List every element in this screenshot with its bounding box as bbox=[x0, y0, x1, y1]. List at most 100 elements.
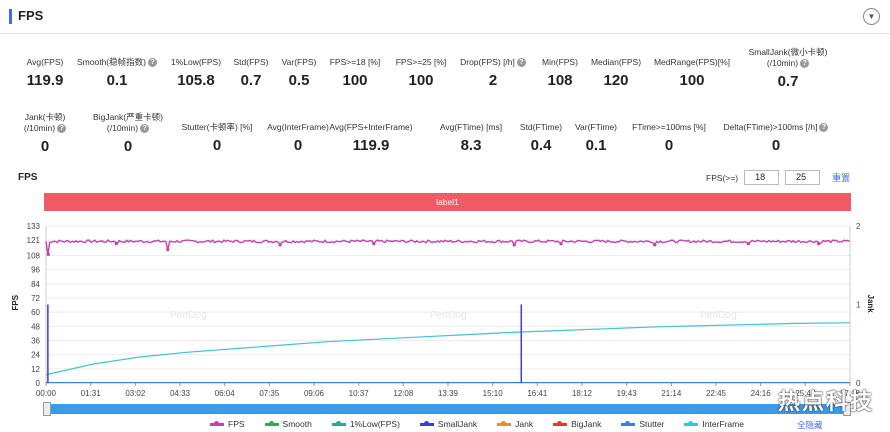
y2-tick-label: 1 bbox=[856, 301, 861, 310]
metric-value: 100 bbox=[408, 72, 434, 89]
header-accent-bar bbox=[9, 9, 12, 24]
legend-label: Jank bbox=[515, 419, 534, 429]
metric: MedRange(FPS)[%] 100 bbox=[632, 57, 752, 89]
fps-dip-point bbox=[653, 243, 657, 247]
fps-dip-point bbox=[166, 248, 170, 252]
metric-label: SmallJank(微小卡顿) bbox=[748, 47, 828, 57]
x-tick-label: 07:35 bbox=[259, 389, 280, 398]
label-bar[interactable]: label1 bbox=[44, 193, 851, 211]
metric: Drop(FPS) [/h]? 2 bbox=[433, 57, 553, 89]
metric: FTime>=100ms [%] 0 bbox=[609, 122, 729, 154]
hide-all-button[interactable]: 全隐藏 bbox=[797, 420, 823, 430]
metric-label: Delta(FTime)>100ms [/h]? bbox=[716, 122, 836, 133]
legend-label: 1%Low(FPS) bbox=[349, 419, 400, 429]
legend-swatch-icon bbox=[553, 420, 568, 426]
help-icon[interactable]: ? bbox=[800, 59, 810, 69]
legend-label: Stutter bbox=[639, 419, 665, 429]
legend-swatch-icon bbox=[621, 420, 636, 426]
fps-threshold-input-2[interactable]: 25 bbox=[785, 170, 821, 185]
metric-label: Std(FTime) bbox=[519, 122, 563, 132]
legend-item[interactable]: SmallJank bbox=[419, 419, 477, 429]
legend-item[interactable]: InterFrame bbox=[684, 419, 744, 429]
metric-value: 120 bbox=[603, 72, 629, 89]
legend-item[interactable]: Stutter bbox=[621, 419, 664, 429]
metric-value: 0.7 bbox=[777, 73, 799, 90]
y2-tick-label: 0 bbox=[856, 379, 861, 388]
fps-threshold-input-1[interactable]: 18 bbox=[744, 170, 780, 185]
metric-label: Std(FPS) bbox=[233, 57, 269, 67]
metric-label: FPS>=18 [%] bbox=[329, 57, 381, 67]
site-watermark: 热点科技 bbox=[777, 389, 874, 414]
fps-dip-point bbox=[512, 243, 516, 247]
metric-label: 1%Low(FPS) bbox=[170, 57, 222, 67]
legend-swatch-icon bbox=[497, 420, 512, 426]
legend-label: FPS bbox=[228, 419, 245, 429]
series-line-fps bbox=[45, 239, 850, 255]
legend-item[interactable]: Jank bbox=[497, 419, 533, 429]
slider-handle-left[interactable] bbox=[43, 402, 51, 416]
x-tick-label: 24:16 bbox=[751, 389, 772, 398]
fps-dip-point bbox=[114, 242, 118, 246]
metric-value: 0.1 bbox=[585, 137, 607, 154]
metric-label: Var(FPS) bbox=[281, 57, 317, 67]
metric: Min(FPS) 108 bbox=[500, 57, 620, 89]
metric: Stutter(卡顿率) [%] 0 bbox=[157, 122, 277, 154]
legend-item[interactable]: BigJank bbox=[553, 419, 601, 429]
help-icon[interactable]: ? bbox=[516, 58, 526, 68]
fps-filter: FPS(>=) 18 25 重置 bbox=[706, 170, 850, 185]
help-icon[interactable]: ? bbox=[57, 124, 67, 134]
y-tick-label: 108 bbox=[27, 252, 41, 261]
chart-watermark: PerfDog bbox=[700, 310, 737, 321]
chart-watermark: PerfDog bbox=[430, 310, 467, 321]
metric-label: Avg(FPS) bbox=[26, 57, 64, 67]
metric: Avg(InterFrame) 0 bbox=[238, 122, 358, 154]
fps-chart[interactable]: PerfDog PerfDog PerfDog0122436486072849610… bbox=[0, 214, 890, 402]
metric-label: FTime>=100ms [%] bbox=[632, 122, 706, 132]
x-tick-label: 06:04 bbox=[215, 389, 236, 398]
y-tick-label: 96 bbox=[31, 266, 40, 275]
metric: Median(FPS) 120 bbox=[556, 57, 676, 89]
x-tick-label: 13:39 bbox=[438, 389, 459, 398]
help-icon[interactable]: ? bbox=[140, 124, 150, 134]
metric-value: 0 bbox=[212, 137, 222, 154]
y-tick-label: 121 bbox=[27, 236, 41, 245]
help-icon[interactable]: ? bbox=[147, 58, 157, 68]
page-title: FPS bbox=[18, 8, 44, 23]
x-tick-label: 03:02 bbox=[125, 389, 146, 398]
y-tick-label: 48 bbox=[31, 322, 40, 331]
metric-label: Avg(FPS+InterFrame) bbox=[329, 122, 413, 132]
chevron-down-icon[interactable]: ▼ bbox=[863, 8, 880, 25]
x-tick-label: 18:12 bbox=[572, 389, 593, 398]
legend-item[interactable]: FPS bbox=[210, 419, 245, 429]
legend-swatch-icon bbox=[419, 420, 434, 426]
metric-value: 0 bbox=[123, 138, 133, 155]
x-tick-label: 04:33 bbox=[170, 389, 191, 398]
x-tick-label: 22:45 bbox=[706, 389, 727, 398]
x-tick-label: 01:31 bbox=[81, 389, 102, 398]
y-tick-label: 60 bbox=[31, 308, 40, 317]
time-range-slider[interactable] bbox=[43, 402, 851, 416]
reset-button[interactable]: 重置 bbox=[832, 173, 851, 183]
x-tick-label: 15:10 bbox=[483, 389, 504, 398]
y2-axis-title: Jank bbox=[866, 295, 875, 314]
metric: Avg(FPS+InterFrame) 119.9 bbox=[311, 122, 431, 154]
metric-label: Smooth(稳帧指数)? bbox=[57, 57, 177, 68]
metric-label: Jank(卡顿) bbox=[24, 112, 66, 122]
metric: Smooth(稳帧指数)? 0.1 bbox=[57, 57, 177, 89]
metric-value: 119.9 bbox=[352, 137, 390, 154]
help-icon[interactable]: ? bbox=[819, 123, 829, 133]
metric: Std(FTime) 0.4 bbox=[481, 122, 601, 154]
metric-label: Drop(FPS) [/h]? bbox=[433, 57, 553, 68]
metric: Avg(FPS) 119.9 bbox=[0, 57, 105, 89]
metric-label-unit: (/10min)? bbox=[728, 58, 848, 69]
legend-label: InterFrame bbox=[702, 419, 744, 429]
legend-item[interactable]: 1%Low(FPS) bbox=[331, 419, 400, 429]
metric-label: Median(FPS) bbox=[590, 57, 642, 67]
fps-dip-point bbox=[46, 252, 50, 256]
metric-value: 100 bbox=[342, 72, 368, 89]
slider-handle-right[interactable] bbox=[843, 402, 851, 416]
metric-value: 100 bbox=[679, 72, 705, 89]
y-tick-label: 72 bbox=[31, 294, 40, 303]
chart-watermark: PerfDog bbox=[170, 310, 207, 321]
legend-item[interactable]: Smooth bbox=[264, 419, 312, 429]
